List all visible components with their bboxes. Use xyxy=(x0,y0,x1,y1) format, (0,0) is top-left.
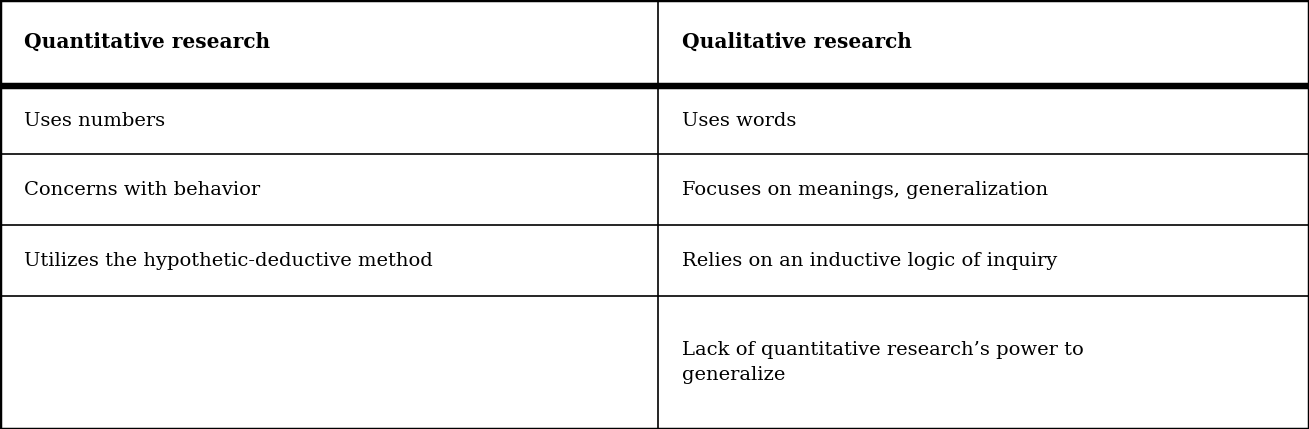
Text: Focuses on meanings, generalization: Focuses on meanings, generalization xyxy=(682,181,1049,199)
Text: Utilizes the hypothetic-deductive method: Utilizes the hypothetic-deductive method xyxy=(24,252,432,269)
Text: Uses numbers: Uses numbers xyxy=(24,112,165,130)
Text: Quantitative research: Quantitative research xyxy=(24,32,270,52)
Text: Qualitative research: Qualitative research xyxy=(682,32,912,52)
Text: Concerns with behavior: Concerns with behavior xyxy=(24,181,259,199)
Text: Relies on an inductive logic of inquiry: Relies on an inductive logic of inquiry xyxy=(682,252,1058,269)
Text: Lack of quantitative research’s power to
generalize: Lack of quantitative research’s power to… xyxy=(682,341,1084,384)
Text: Uses words: Uses words xyxy=(682,112,796,130)
